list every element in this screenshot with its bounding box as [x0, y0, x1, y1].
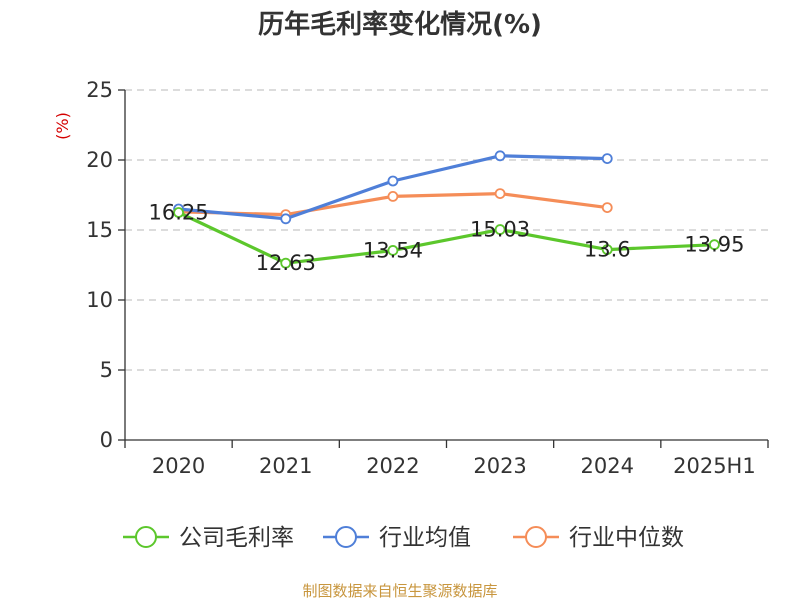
data-point	[601, 244, 613, 256]
legend-swatch-marker	[525, 526, 547, 548]
data-label: 13.95	[684, 233, 744, 257]
data-point	[601, 202, 613, 214]
x-tick-label: 2020	[152, 454, 205, 478]
data-point	[280, 213, 292, 225]
data-point	[601, 153, 613, 165]
grid-lines	[125, 89, 768, 371]
x-tick-label: 2023	[473, 454, 526, 478]
y-axis-label: (%)	[53, 112, 72, 140]
y-tick-label: 0	[100, 428, 113, 452]
chart-title: 历年毛利率变化情况(%)	[258, 9, 542, 40]
y-tick-label: 5	[100, 358, 113, 382]
data-point	[387, 175, 399, 187]
data-point	[280, 257, 292, 269]
x-tick-label: 2024	[581, 454, 634, 478]
series-line-0	[177, 211, 715, 265]
x-tick-label: 2022	[366, 454, 419, 478]
y-tick-label: 10	[86, 288, 113, 312]
data-point	[387, 190, 399, 202]
legend-label: 公司毛利率	[179, 525, 294, 551]
y-tick-label: 20	[86, 148, 113, 172]
data-label: 13.6	[584, 238, 631, 262]
data-labels: 16.25 12.63 13.54 15.03 13.6 13.95	[149, 201, 745, 276]
legend-label: 行业均值	[379, 525, 471, 551]
x-tick-label: 2025H1	[673, 454, 756, 478]
data-point	[709, 239, 720, 251]
source-note: 制图数据来自恒生聚源数据库	[302, 582, 497, 600]
data-label: 15.03	[470, 218, 530, 242]
data-point	[173, 207, 184, 218]
data-label: 13.54	[363, 238, 423, 262]
legend-label: 行业中位数	[569, 525, 684, 551]
x-tick-label: 2021	[259, 454, 312, 478]
data-label: 16.25	[149, 201, 209, 225]
legend-swatch-marker	[135, 526, 157, 548]
data-point	[494, 224, 506, 235]
data-label: 12.63	[256, 251, 316, 275]
y-tick-label: 25	[86, 78, 113, 102]
y-tick-label: 15	[86, 218, 113, 242]
data-point	[494, 188, 506, 200]
data-point	[387, 245, 399, 256]
series-lines	[173, 150, 720, 269]
legend-swatch-marker	[335, 526, 357, 548]
axes: 0 5 10 15 20 25 2020 2021 2022 2023 2024 2025H1	[86, 78, 769, 478]
data-point	[494, 150, 506, 162]
series-line-1	[178, 154, 608, 221]
legend: 公司毛利率 行业均值 行业中位数	[123, 525, 684, 551]
